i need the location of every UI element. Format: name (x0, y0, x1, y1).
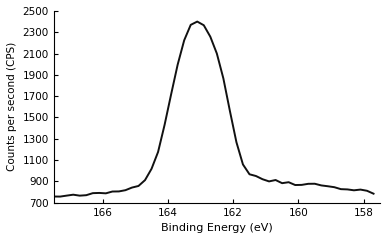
Y-axis label: Counts per second (CPS): Counts per second (CPS) (7, 42, 17, 171)
X-axis label: Binding Energy (eV): Binding Energy (eV) (161, 223, 273, 233)
